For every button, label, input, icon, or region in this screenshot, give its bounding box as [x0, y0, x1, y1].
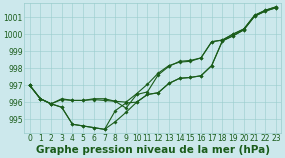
X-axis label: Graphe pression niveau de la mer (hPa): Graphe pression niveau de la mer (hPa) — [36, 145, 270, 155]
